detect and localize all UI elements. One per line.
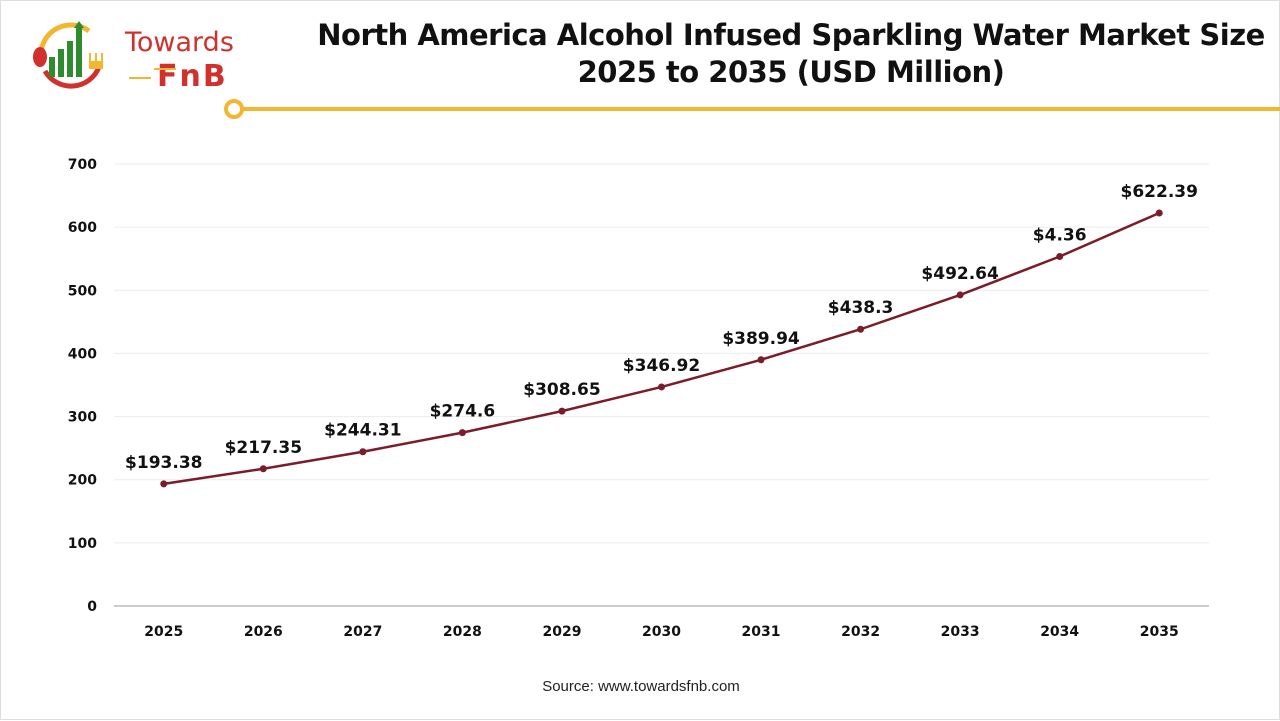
x-tick-label: 2031 — [742, 624, 781, 640]
y-tick-label: 100 — [68, 536, 97, 552]
data-label: $274.6 — [430, 402, 496, 422]
data-point — [259, 465, 267, 473]
logo-divider-right — [154, 68, 176, 70]
x-tick-label: 2034 — [1040, 624, 1079, 640]
data-label: $346.92 — [623, 356, 700, 376]
data-label: $438.3 — [828, 298, 894, 318]
y-tick-label: 500 — [68, 283, 97, 299]
x-tick-label: 2028 — [443, 624, 482, 640]
x-tick-label: 2030 — [642, 624, 681, 640]
data-point — [160, 480, 168, 488]
y-tick-label: 700 — [68, 157, 97, 173]
data-label: $492.64 — [921, 264, 999, 284]
y-tick-label: 400 — [68, 346, 97, 362]
data-point — [558, 407, 566, 415]
data-label: $389.94 — [722, 329, 800, 349]
data-label: $4.36 — [1033, 226, 1087, 246]
brand-logo: Towards FnB — [29, 19, 234, 94]
x-tick-label: 2035 — [1140, 624, 1179, 640]
brand-subname: FnB — [157, 59, 228, 94]
series-line — [163, 211, 1160, 486]
data-label: $217.35 — [225, 438, 302, 458]
data-label: $244.31 — [324, 421, 401, 441]
x-tick-label: 2026 — [244, 624, 283, 640]
data-point — [956, 291, 964, 299]
logo-divider — [129, 77, 151, 79]
data-label: $622.39 — [1121, 182, 1198, 202]
title-line-1: North America Alcohol Infused Sparkling … — [317, 18, 1265, 52]
x-tick-label: 2033 — [941, 624, 980, 640]
brand-name: Towards — [125, 27, 234, 58]
data-point — [1056, 253, 1064, 261]
x-tick-label: 2025 — [144, 624, 183, 640]
y-tick-label: 200 — [68, 473, 97, 489]
x-tick-label: 2027 — [343, 624, 382, 640]
data-label: $308.65 — [523, 380, 600, 400]
logo-icon — [33, 21, 103, 89]
x-tick-label: 2029 — [542, 624, 581, 640]
data-point — [757, 356, 765, 364]
x-tick-label: 2032 — [841, 624, 880, 640]
y-tick-label: 300 — [68, 410, 97, 426]
data-point — [458, 429, 466, 437]
y-tick-label: 0 — [87, 599, 97, 615]
y-tick-label: 600 — [68, 220, 97, 236]
chart-title: North America Alcohol Infused Sparkling … — [291, 17, 1280, 91]
data-point — [857, 325, 865, 333]
data-point — [1155, 209, 1163, 217]
data-point — [658, 383, 665, 391]
title-line-2: 2025 to 2035 (USD Million) — [577, 55, 1005, 89]
accent-decoration — [224, 99, 1280, 119]
data-label: $193.38 — [125, 453, 202, 473]
source-note: Source: www.towardsfnb.com — [542, 678, 740, 695]
data-point — [359, 448, 367, 456]
